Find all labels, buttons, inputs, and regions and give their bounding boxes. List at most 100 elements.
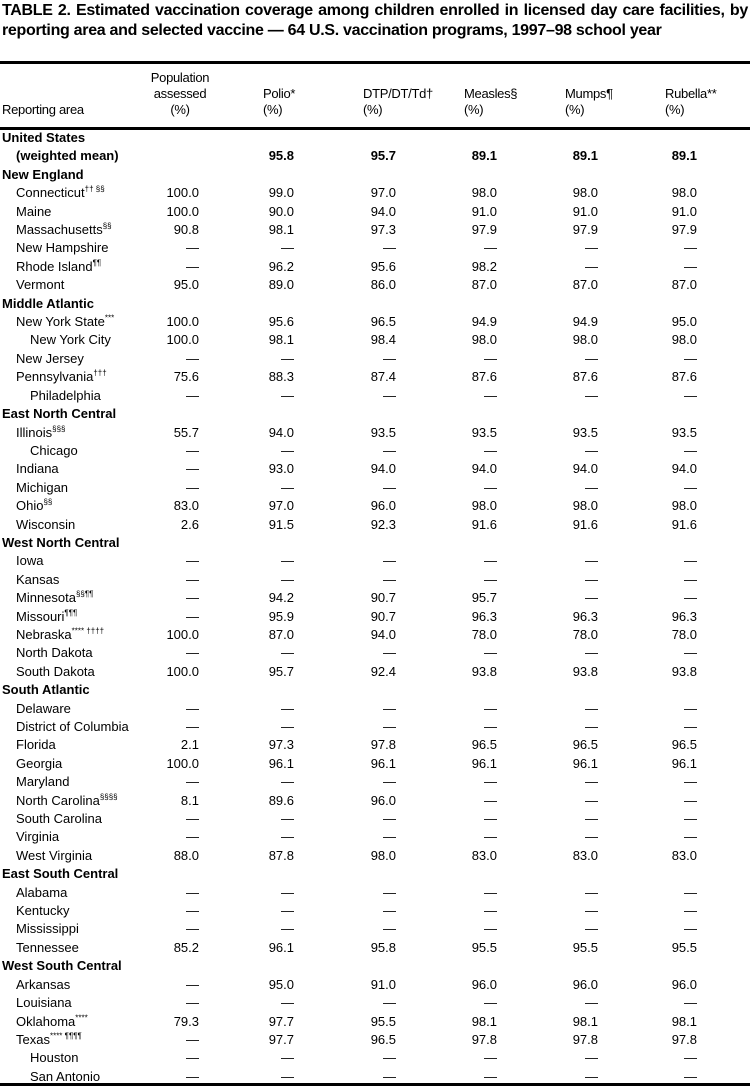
value-cell: 78.0 xyxy=(471,626,497,642)
table-row: South Carolina — — — — — — xyxy=(0,810,697,828)
value-cell: — xyxy=(484,571,497,587)
value-cell: — xyxy=(186,240,199,256)
value-cell: — xyxy=(585,792,598,808)
value-cell xyxy=(598,681,697,699)
table-row: Tennessee 85.2 96.1 95.8 95.5 95.5 95.5 xyxy=(0,939,697,957)
value-cell: — xyxy=(281,995,294,1011)
table-row: New Hampshire — — — — — — xyxy=(0,239,697,257)
table-row: Maryland — — — — — — xyxy=(0,773,697,791)
value-cell: — xyxy=(186,1050,199,1066)
value-cell: 87.0 xyxy=(572,277,598,293)
value-cell: — xyxy=(383,387,396,403)
table-row: San Antonio — — — — — — xyxy=(0,1068,697,1086)
value-cell: 96.0 xyxy=(671,976,697,992)
table-row: Kansas — — — — — — xyxy=(0,571,697,589)
area-name: Tennessee xyxy=(16,939,79,955)
region-row: South Atlantic xyxy=(0,681,697,699)
value-cell xyxy=(497,865,598,883)
reporting-area-cell: Virginia xyxy=(0,828,152,846)
value-cell: — xyxy=(484,719,497,734)
value-cell: — xyxy=(684,829,697,845)
value-cell: 95.7 xyxy=(471,590,497,606)
reporting-area-cell: Minnesota§§¶¶ xyxy=(0,589,152,607)
value-cell xyxy=(497,129,598,147)
reporting-area-cell: District of Columbia xyxy=(0,718,152,736)
value-cell: 83.0 xyxy=(173,498,199,514)
value-cell: — xyxy=(484,1050,497,1066)
value-cell: 2.6 xyxy=(180,516,199,532)
value-cell: 94.2 xyxy=(268,590,294,606)
table-row: Connecticut†† §§ 100.0 99.0 97.0 98.0 98.0 98.… xyxy=(0,184,697,202)
value-cell: — xyxy=(484,995,497,1011)
header-dtp: DTP/DT/Td† (%) xyxy=(363,86,433,117)
value-cell: — xyxy=(186,258,199,274)
value-cell: 96.1 xyxy=(471,755,497,771)
reporting-area-cell: South Atlantic xyxy=(0,681,152,699)
value-cell xyxy=(294,681,396,699)
table-row: South Dakota 100.0 95.7 92.4 93.8 93.8 93.8 xyxy=(0,663,697,681)
value-cell: — xyxy=(281,553,294,569)
area-name: Houston xyxy=(30,1050,79,1066)
value-cell xyxy=(396,865,497,883)
value-cell: 97.8 xyxy=(671,1031,697,1047)
reporting-area-cell: Delaware xyxy=(0,700,152,718)
value-cell xyxy=(497,534,598,552)
value-cell: 87.0 xyxy=(471,277,497,293)
area-name: Maryland xyxy=(16,774,70,790)
value-cell: 92.4 xyxy=(370,663,396,679)
value-cell: — xyxy=(484,1068,497,1084)
value-cell: — xyxy=(281,921,294,937)
table-row: West Virginia 88.0 87.8 98.0 83.0 83.0 83.0 xyxy=(0,847,697,865)
footnote-marker: §§§§ xyxy=(99,792,118,802)
value-cell: 98.2 xyxy=(471,258,497,274)
value-cell: 96.0 xyxy=(370,498,396,514)
reporting-area-cell: South Carolina xyxy=(0,810,152,828)
reporting-area-cell: West Virginia xyxy=(0,847,152,865)
value-cell: — xyxy=(383,811,396,827)
value-cell: 98.0 xyxy=(671,332,697,348)
reporting-area-cell: Illinois§§§ xyxy=(0,424,152,442)
value-cell: 88.3 xyxy=(268,369,294,385)
value-cell: — xyxy=(383,553,396,569)
value-cell: 94.0 xyxy=(671,461,697,477)
value-cell: 2.1 xyxy=(180,737,199,753)
value-cell xyxy=(294,405,396,423)
value-cell xyxy=(294,957,396,975)
value-cell: 95.7 xyxy=(268,663,294,679)
region-row: West South Central xyxy=(0,957,697,975)
reporting-area-cell: West North Central xyxy=(0,534,152,552)
value-cell: 94.0 xyxy=(572,461,598,477)
reporting-area-cell: New York City xyxy=(0,331,152,349)
value-cell: — xyxy=(585,553,598,569)
table-row: New Jersey — — — — — — xyxy=(0,350,697,368)
value-cell: — xyxy=(383,884,396,900)
value-cell: — xyxy=(585,350,598,366)
footnote-marker: ††† xyxy=(93,368,107,378)
value-cell: 93.0 xyxy=(268,461,294,477)
value-cell xyxy=(152,295,199,313)
value-cell: 98.0 xyxy=(370,847,396,863)
footnote-marker: §§ xyxy=(43,497,53,507)
reporting-area-cell: Indiana xyxy=(0,460,152,478)
value-cell xyxy=(294,865,396,883)
value-cell: — xyxy=(186,645,199,661)
value-cell: — xyxy=(585,442,598,458)
table-row: Illinois§§§ 55.7 94.0 93.5 93.5 93.5 93.5 xyxy=(0,424,697,442)
value-cell: 89.1 xyxy=(671,148,697,164)
value-cell: — xyxy=(684,387,697,403)
reporting-area-cell: Ohio§§ xyxy=(0,497,152,515)
value-cell: 96.5 xyxy=(370,314,396,330)
value-cell xyxy=(396,405,497,423)
value-cell: — xyxy=(186,903,199,919)
value-cell xyxy=(598,295,697,313)
value-cell: 97.3 xyxy=(370,222,396,238)
table-row: Texas**** ¶¶¶¶ — 97.7 96.5 97.8 97.8 97.8 xyxy=(0,1031,697,1049)
value-cell: 94.0 xyxy=(370,626,396,642)
reporting-area-cell: New Jersey xyxy=(0,350,152,368)
value-cell: 100.0 xyxy=(166,314,199,330)
area-name: East South Central xyxy=(2,866,119,882)
value-cell: 96.5 xyxy=(471,737,497,753)
value-cell: — xyxy=(281,240,294,256)
value-cell xyxy=(396,534,497,552)
value-cell: 98.0 xyxy=(572,498,598,514)
